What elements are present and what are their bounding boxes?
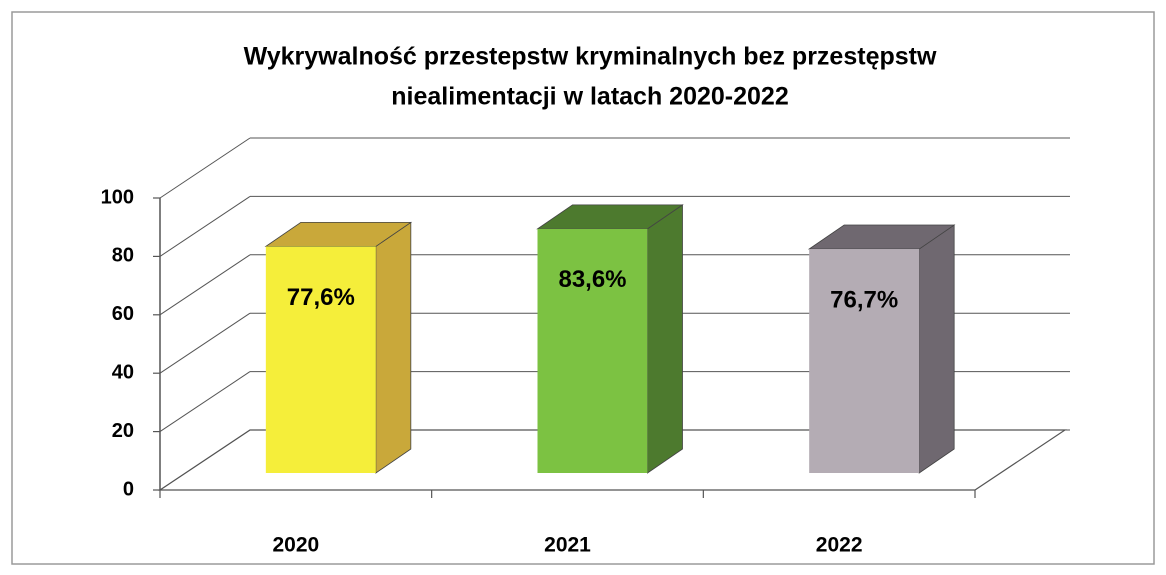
bar-side [647, 204, 683, 474]
grid-line [159, 137, 251, 199]
chart-title: Wykrywalność przestepstw kryminalnych be… [244, 43, 937, 71]
grid-line [159, 312, 251, 374]
bar [809, 249, 920, 473]
y-tick-label: 40 [112, 361, 134, 383]
bar-side [918, 224, 955, 474]
bar [537, 228, 648, 473]
grid-line [159, 429, 251, 491]
x-tick-label: 2022 [816, 534, 863, 557]
bar-side [375, 221, 412, 474]
grid-line [159, 371, 251, 433]
grid-line [159, 254, 251, 316]
data-label: 77,6% [287, 284, 355, 311]
data-label: 76,7% [830, 286, 898, 313]
grid-line [159, 195, 251, 257]
y-tick-label: 100 [101, 186, 134, 208]
x-tick-label: 2020 [272, 534, 319, 557]
y-tick-label: 0 [123, 478, 134, 500]
x-tick-label: 2021 [544, 534, 591, 557]
y-tick-label: 80 [112, 245, 134, 267]
y-tick-label: 60 [112, 303, 134, 325]
data-label: 83,6% [558, 266, 626, 293]
chart-title: niealimentacji w latach 2020-2022 [391, 83, 788, 111]
y-tick-label: 20 [112, 420, 134, 442]
bar [265, 246, 376, 473]
